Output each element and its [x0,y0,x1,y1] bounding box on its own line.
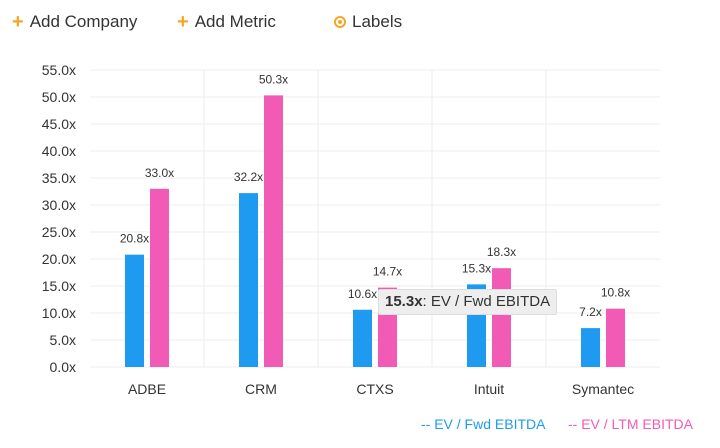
plus-icon: + [12,11,24,33]
bar-fwd-ctxs [353,309,372,367]
y-tick-label: 55.0x [42,62,76,78]
x-category-label: Intuit [474,381,504,397]
data-label: 18.3x [487,245,516,259]
y-axis-ticks: 0.0x 5.0x 10.0x 15.0x 20.0x 25.0x 30.0x 35.0x 40… [42,62,76,375]
data-label: 14.7x [373,265,402,279]
y-tick-label: 15.0x [42,278,76,294]
data-label: 50.3x [259,72,288,86]
tooltip-text: : EV / Fwd EBITDA [422,293,551,310]
y-tick-label: 10.0x [42,305,76,321]
x-category-label: CRM [245,381,277,397]
bar-fwd-crm [239,193,258,367]
data-label: 10.8x [601,286,630,300]
bar-fwd-symantec [581,328,600,367]
legend-item-fwd[interactable]: -- EV / Fwd EBITDA [421,416,546,432]
add-company-label: Add Company [29,12,138,31]
target-icon [334,16,346,28]
grid-layer [90,69,660,368]
bar-ltm-symantec [606,308,625,367]
labels-toggle[interactable]: Labels [334,8,402,36]
plus-icon: + [177,11,189,33]
bar-ltm-crm [264,95,283,367]
legend-item-ltm[interactable]: -- EV / LTM EBITDA [568,416,693,432]
y-tick-label: 20.0x [42,251,76,267]
data-label: 32.2x [234,170,263,184]
bar-ltm-intuit [492,268,511,367]
labels-toggle-label: Labels [352,12,403,31]
x-category-label: CTXS [356,381,393,397]
tooltip-value: 15.3x [385,293,423,310]
data-label: 10.6x [348,287,377,301]
x-axis-categories: ADBE CRM CTXS Intuit Symantec [128,381,634,397]
y-tick-label: 45.0x [42,116,76,132]
toolbar: + Add Company + Add Metric Labels [12,8,712,36]
y-tick-label: 35.0x [42,170,76,186]
data-label: 20.8x [120,232,149,246]
bar-tooltip: 15.3x: EV / Fwd EBITDA [378,289,558,315]
add-metric-label: Add Metric [194,12,276,31]
y-tick-label: 50.0x [42,89,76,105]
x-category-label: ADBE [128,381,166,397]
y-tick-label: 5.0x [50,332,76,348]
y-tick-label: 25.0x [42,224,76,240]
data-label: 33.0x [145,166,174,180]
add-metric-button[interactable]: + Add Metric [177,8,276,36]
data-label: 15.3x [462,261,491,275]
y-tick-label: 0.0x [50,359,76,375]
bar-fwd-adbe [125,254,144,367]
add-company-button[interactable]: + Add Company [12,8,137,36]
y-tick-label: 40.0x [42,143,76,159]
x-category-label: Symantec [572,381,634,397]
data-labels: 20.8x 33.0x 32.2x 50.3x 10.6x 14.7x 15.3x 18.3x… [120,72,630,319]
data-label: 7.2x [579,305,602,319]
bar-ltm-adbe [150,188,169,367]
y-tick-label: 30.0x [42,197,76,213]
bars [125,95,625,367]
